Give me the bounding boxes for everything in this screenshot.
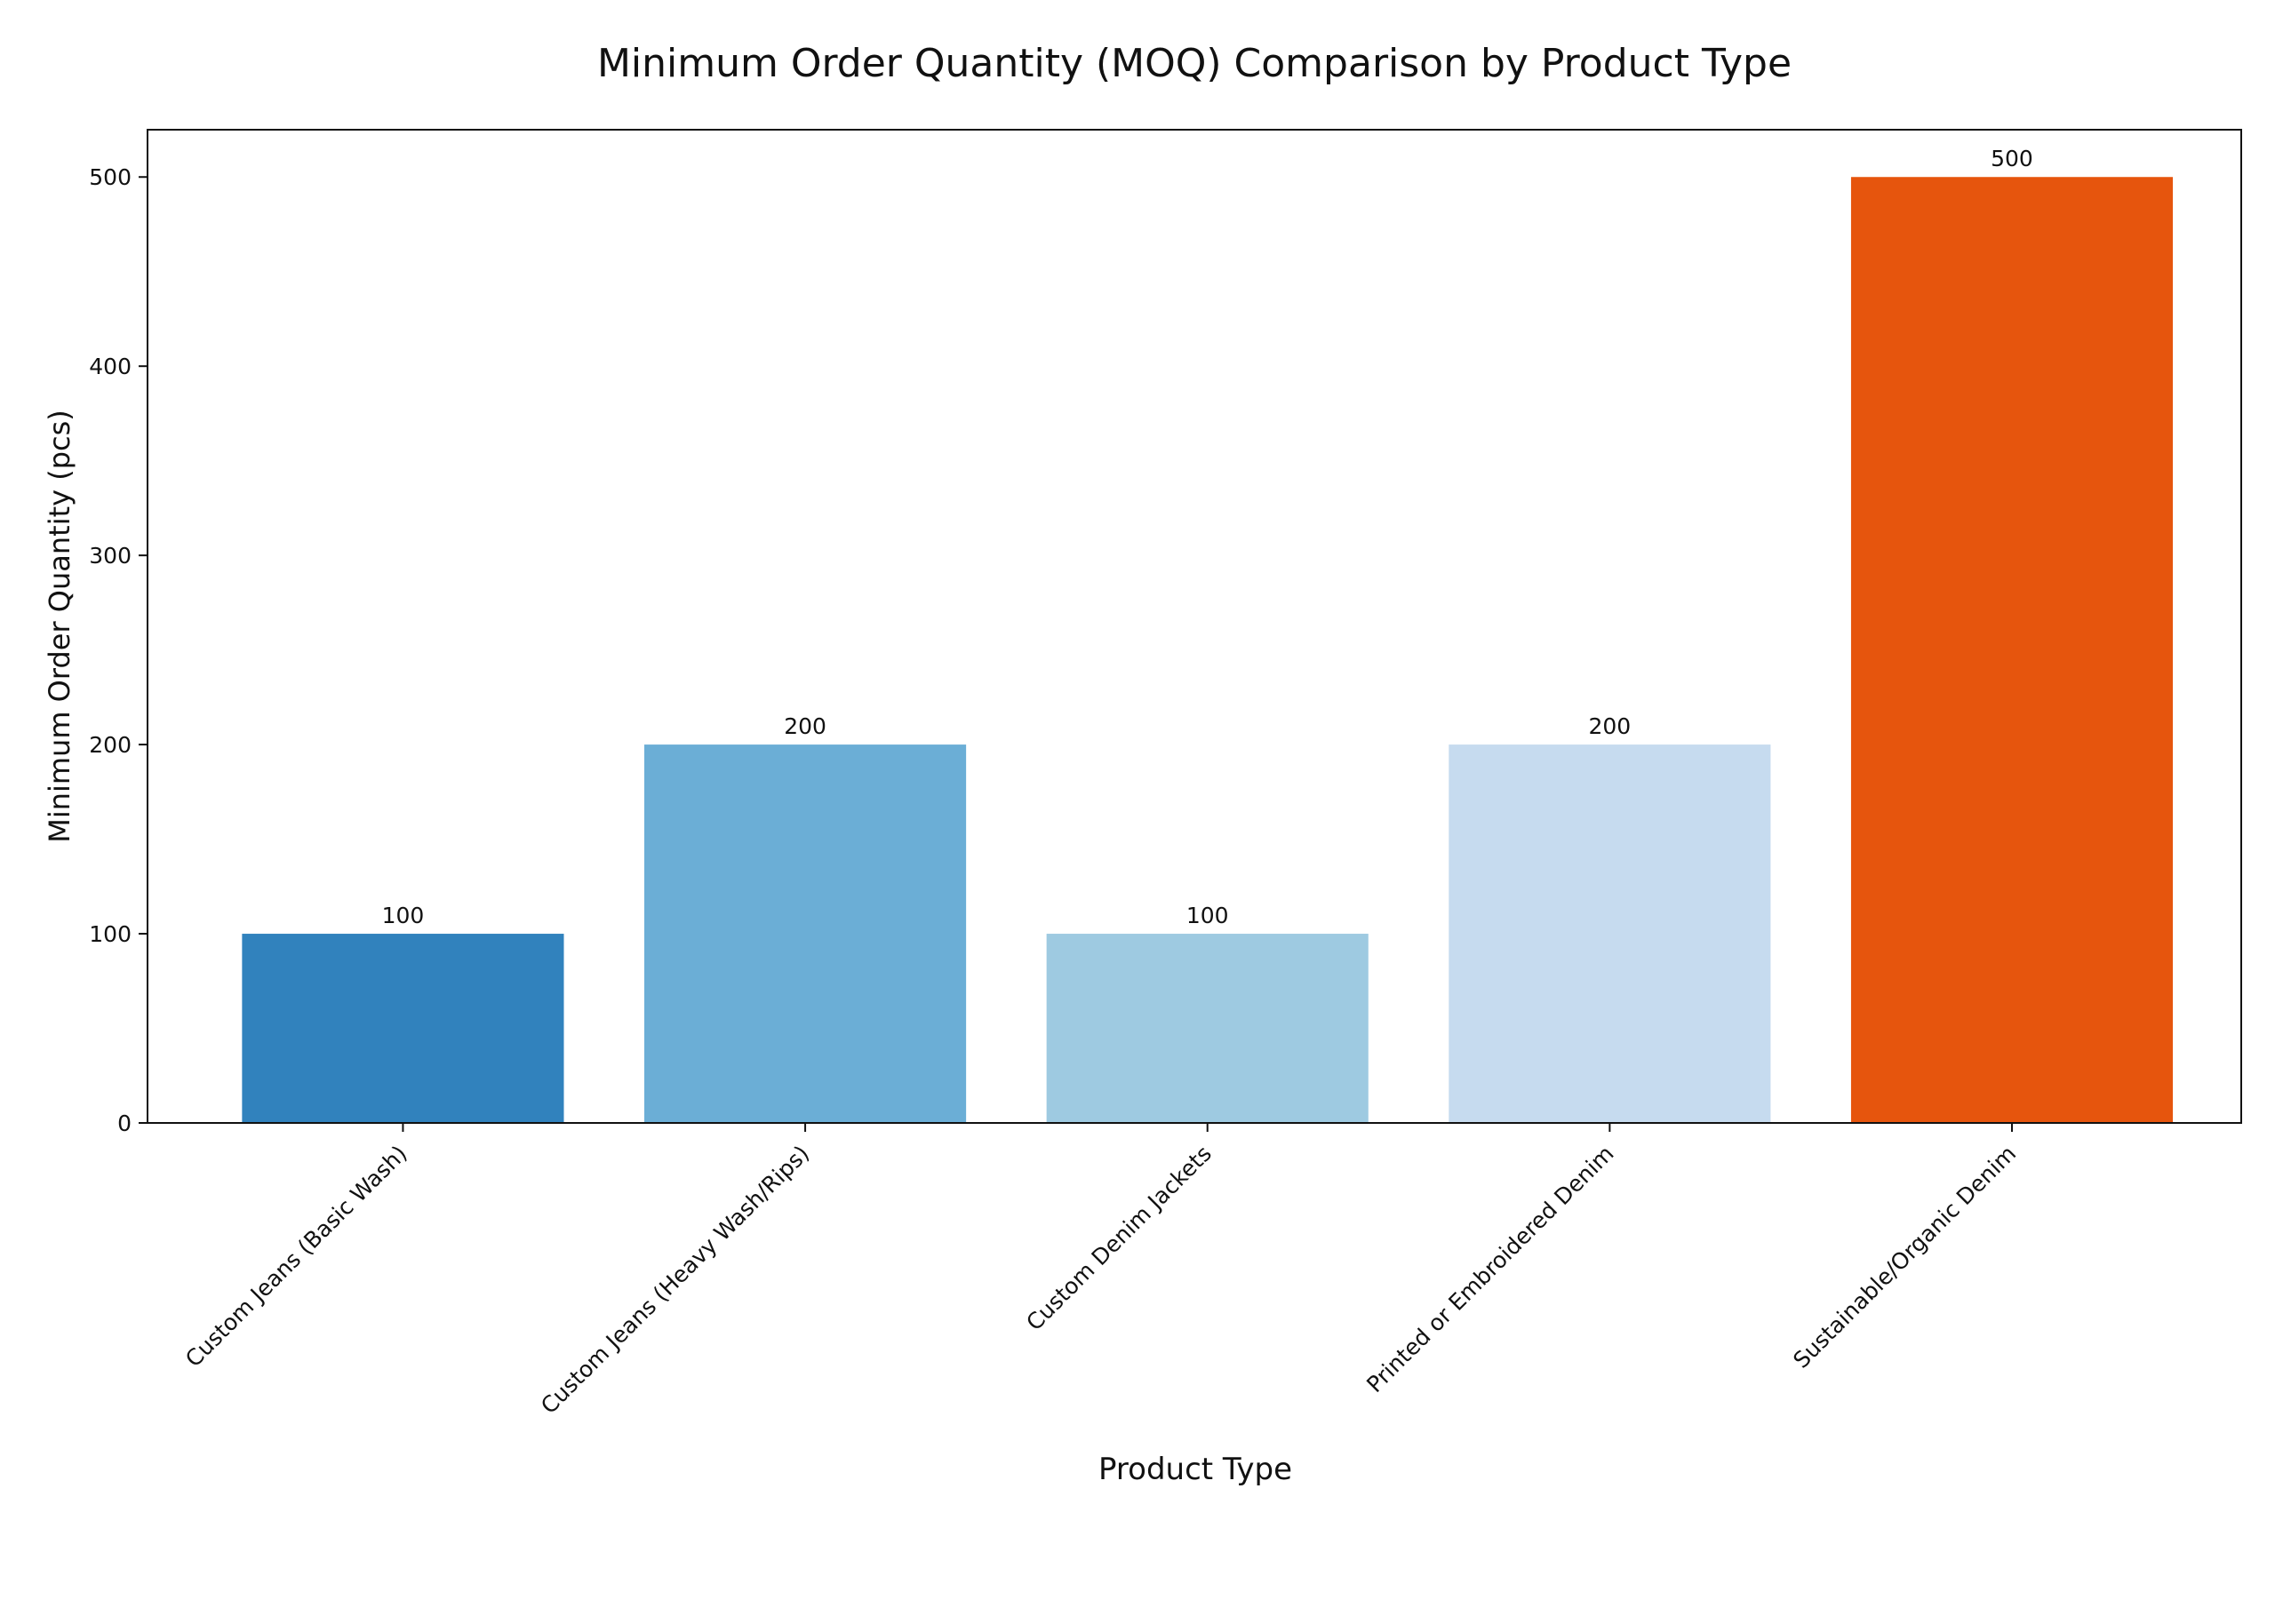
data-label: 200 bbox=[784, 713, 826, 739]
y-tick-label: 200 bbox=[89, 732, 132, 758]
y-tick-label: 400 bbox=[89, 354, 132, 379]
bar bbox=[1046, 934, 1369, 1123]
x-axis-label: Product Type bbox=[1098, 1452, 1292, 1487]
data-label: 100 bbox=[1186, 903, 1229, 928]
data-label: 100 bbox=[382, 903, 425, 928]
bar bbox=[1449, 744, 1771, 1123]
chart-title: Minimum Order Quantity (MOQ) Comparison … bbox=[597, 41, 1792, 86]
y-axis-label: Minimum Order Quantity (pcs) bbox=[43, 410, 76, 843]
x-tick-label: Custom Jeans (Basic Wash) bbox=[180, 1141, 412, 1373]
bar bbox=[1850, 177, 2174, 1124]
y-tick-label: 0 bbox=[117, 1111, 132, 1136]
data-label: 500 bbox=[1991, 146, 2033, 171]
x-tick-label: Printed or Embroidered Denim bbox=[1361, 1141, 1618, 1397]
x-tick-label: Custom Jeans (Heavy Wash/Rips) bbox=[536, 1141, 814, 1419]
bar bbox=[242, 934, 564, 1123]
y-tick-label: 100 bbox=[89, 921, 132, 947]
bar bbox=[644, 744, 967, 1123]
x-tick-label: Sustainable/Organic Denim bbox=[1788, 1141, 2021, 1373]
data-label: 200 bbox=[1588, 713, 1631, 739]
x-tick-label: Custom Denim Jackets bbox=[1021, 1141, 1217, 1336]
axes-frame bbox=[147, 129, 2242, 1124]
y-tick-label: 300 bbox=[89, 543, 132, 569]
plot-area: 100 Custom Jeans (Basic Wash) 200 Custom Je… bbox=[89, 129, 2242, 1419]
y-tick-label: 500 bbox=[89, 164, 132, 190]
